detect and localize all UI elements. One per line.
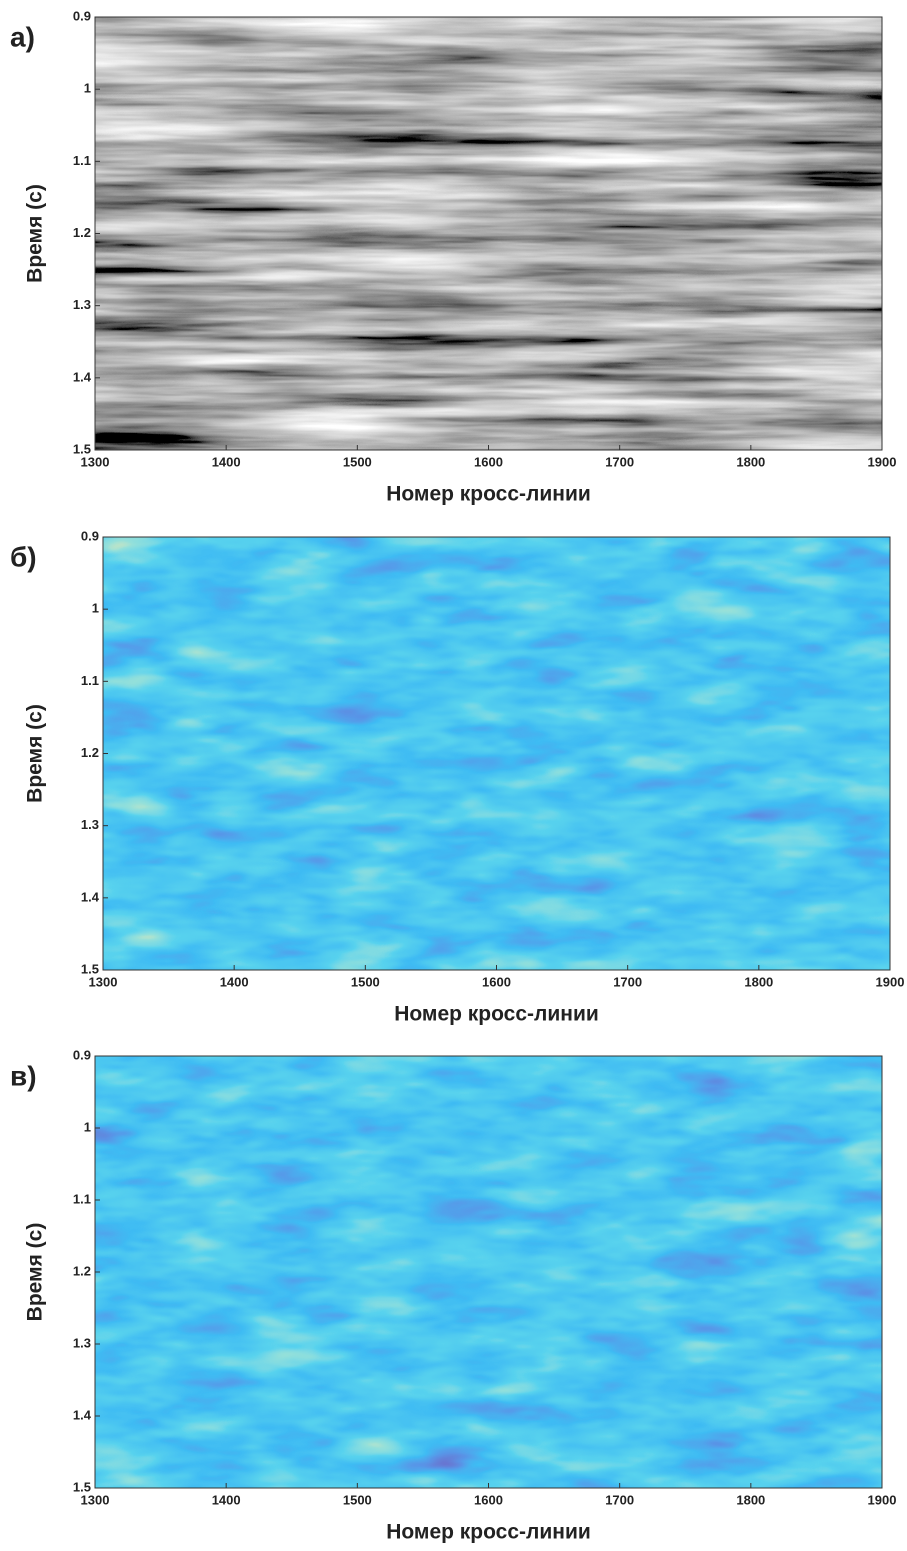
x-tick-label: 1500 bbox=[343, 454, 372, 469]
y-tick-label: 0.9 bbox=[73, 1047, 91, 1062]
x-tick-label: 1700 bbox=[605, 454, 634, 469]
y-tick-label: 1.5 bbox=[81, 961, 99, 976]
x-tick-label: 1500 bbox=[351, 974, 380, 989]
x-tick-label: 1600 bbox=[474, 1492, 503, 1507]
x-tick-label: 1600 bbox=[482, 974, 511, 989]
y-tick-label: 1.4 bbox=[81, 889, 100, 904]
y-tick-label: 1.4 bbox=[73, 369, 92, 384]
y-tick-label: 1.4 bbox=[73, 1407, 92, 1422]
y-tick-label: 0.9 bbox=[81, 528, 99, 543]
x-tick-label: 1400 bbox=[220, 974, 249, 989]
image bbox=[103, 537, 890, 970]
panel-label: а) bbox=[10, 21, 35, 52]
panel-label: б) bbox=[10, 541, 37, 572]
panel-label: в) bbox=[10, 1060, 37, 1091]
y-tick-label: 1.1 bbox=[73, 1191, 91, 1206]
y-tick-label: 1 bbox=[92, 601, 99, 616]
y-tick-label: 1 bbox=[84, 81, 91, 96]
y-tick-label: 1.5 bbox=[73, 1479, 91, 1494]
x-tick-label: 1800 bbox=[736, 454, 765, 469]
x-tick-label: 1500 bbox=[343, 1492, 372, 1507]
image bbox=[95, 1056, 882, 1488]
y-axis-label: Время (с) bbox=[24, 1223, 47, 1322]
x-axis-label: Номер кросс-линии bbox=[386, 1521, 591, 1544]
x-axis-label: Номер кросс-линии bbox=[386, 483, 591, 506]
x-tick-label: 1700 bbox=[613, 974, 642, 989]
y-tick-label: 1.3 bbox=[81, 817, 99, 832]
y-tick-label: 1.2 bbox=[73, 225, 91, 240]
x-tick-label: 1300 bbox=[89, 974, 118, 989]
y-tick-label: 1.1 bbox=[73, 153, 91, 168]
y-tick-label: 1.2 bbox=[81, 745, 99, 760]
x-tick-label: 1900 bbox=[876, 974, 905, 989]
image bbox=[95, 17, 882, 450]
x-tick-label: 1600 bbox=[474, 454, 503, 469]
x-tick-label: 1300 bbox=[81, 1492, 110, 1507]
x-tick-label: 1300 bbox=[81, 454, 110, 469]
y-tick-label: 0.9 bbox=[73, 8, 91, 23]
y-tick-label: 1.1 bbox=[81, 673, 99, 688]
x-tick-label: 1700 bbox=[605, 1492, 634, 1507]
y-tick-label: 1.3 bbox=[73, 1335, 91, 1350]
x-tick-label: 1900 bbox=[868, 454, 897, 469]
x-tick-label: 1800 bbox=[744, 974, 773, 989]
y-tick-label: 1.3 bbox=[73, 297, 91, 312]
x-tick-label: 1400 bbox=[212, 1492, 241, 1507]
y-tick-label: 1.5 bbox=[73, 441, 91, 456]
y-tick-label: 1.2 bbox=[73, 1263, 91, 1278]
y-axis-label: Время (с) bbox=[24, 704, 47, 803]
x-axis-label: Номер кросс-линии bbox=[394, 1003, 599, 1026]
x-tick-label: 1400 bbox=[212, 454, 241, 469]
y-axis-label: Время (с) bbox=[24, 184, 47, 283]
x-tick-label: 1800 bbox=[736, 1492, 765, 1507]
y-tick-label: 1 bbox=[84, 1119, 91, 1134]
x-tick-label: 1900 bbox=[868, 1492, 897, 1507]
